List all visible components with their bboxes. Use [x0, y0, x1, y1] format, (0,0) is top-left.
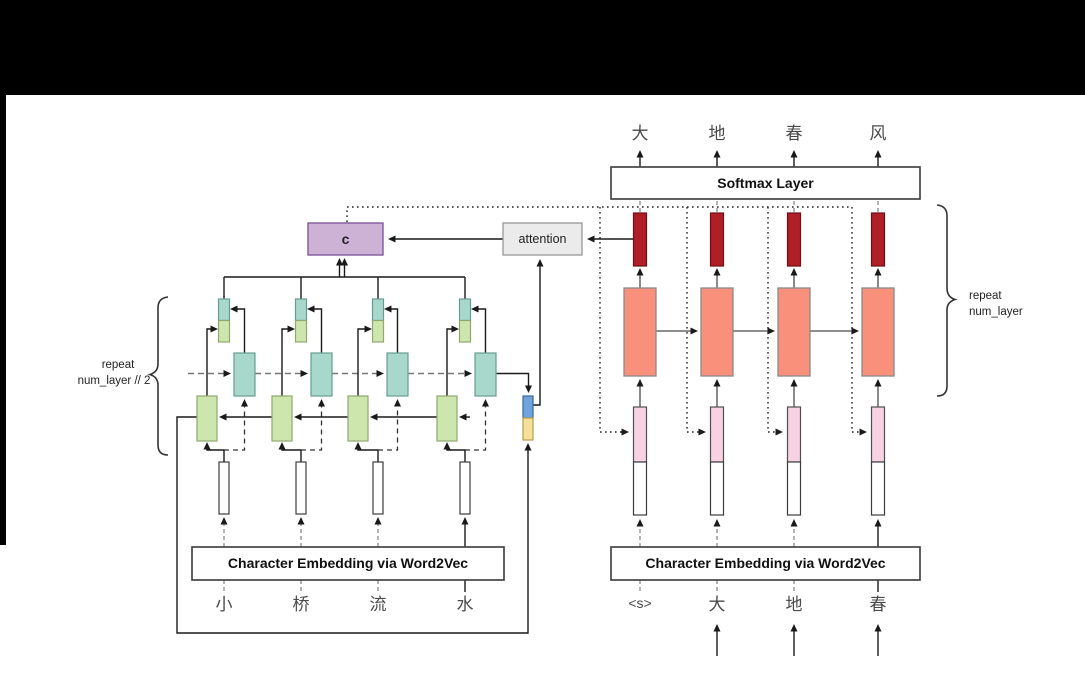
decoder-output-char: 春	[786, 124, 803, 143]
decoder-input-char-start-token: <s>	[628, 595, 651, 611]
encoder-backward-lstm-boxes	[196, 395, 458, 442]
concat-to-attention-line	[533, 259, 544, 406]
decoder-rnn-boxes	[623, 287, 895, 377]
encoder-input-char: 小	[216, 595, 233, 614]
left-black-edge	[0, 95, 6, 545]
encoder-repeat-label-line1: repeat	[102, 359, 135, 371]
decoder-input-char: 春	[870, 595, 887, 614]
decoder-embedding-box	[610, 546, 921, 581]
decoder-repeat-brace	[936, 204, 958, 397]
encoder-embedding-label: Character Embedding via Word2Vec	[228, 555, 468, 571]
encoder-concat-output-bars	[217, 298, 472, 343]
encoder-input-char: 水	[457, 595, 474, 614]
decoder-column-wiring	[636, 150, 882, 592]
encoder-embedding-bars	[218, 461, 471, 515]
attention-label: attention	[519, 232, 567, 246]
repeat-annotations: repeat num_layer // 2 repeat num_layer	[78, 204, 1023, 456]
softmax-layer-box	[610, 166, 921, 200]
attention-context: c attention	[307, 206, 867, 436]
encoder-input-char: 流	[370, 595, 387, 614]
decoder-output-char: 地	[709, 124, 726, 143]
encoder-repeat-label-line2: num_layer // 2	[78, 375, 151, 387]
context-vector-box	[307, 222, 384, 256]
encoder-forward-lstm-boxes	[233, 352, 497, 397]
decoder-repeat-label-line1: repeat	[969, 290, 1002, 302]
decoder-teacher-forcing-arrows	[713, 624, 882, 656]
softmax-layer-label: Softmax Layer	[717, 175, 814, 191]
encoder: Character Embedding via Word2Vec 小 桥 流 水	[176, 258, 544, 634]
decoder-output-char: 大	[632, 124, 649, 143]
decoder-output-chars: 大 地 春 风	[632, 124, 887, 143]
encoder-input-char: 桥	[293, 595, 310, 614]
decoder-input-char: 大	[709, 595, 726, 614]
forward-state-to-concat-line	[496, 372, 532, 393]
decoder-input-bars	[632, 406, 886, 516]
encoder-input-chars: 小 桥 流 水	[216, 595, 474, 614]
encoder-final-state-feedback-line	[176, 416, 532, 634]
decoder-output-char: 风	[870, 124, 887, 143]
encoder-final-state-concat-bar	[522, 395, 534, 441]
attention-box	[502, 222, 583, 256]
encoder-column-wiring	[203, 277, 489, 592]
context-vector-label: c	[342, 231, 350, 247]
decoder-repeat-label-line2: num_layer	[969, 306, 1023, 318]
encoder-repeat-brace	[147, 296, 169, 456]
decoder-input-char: 地	[786, 595, 803, 614]
context-feed-dotted-path	[346, 206, 867, 436]
encoder-embedding-box	[191, 546, 505, 581]
decoder-embedding-label: Character Embedding via Word2Vec	[645, 555, 885, 571]
decoder: Softmax Layer 大 地 春 风 Character Embeddin…	[610, 124, 921, 656]
decoder-input-chars: <s> 大 地 春	[628, 595, 886, 614]
top-black-bar	[0, 0, 1085, 95]
decoder-output-state-bars	[632, 212, 886, 267]
